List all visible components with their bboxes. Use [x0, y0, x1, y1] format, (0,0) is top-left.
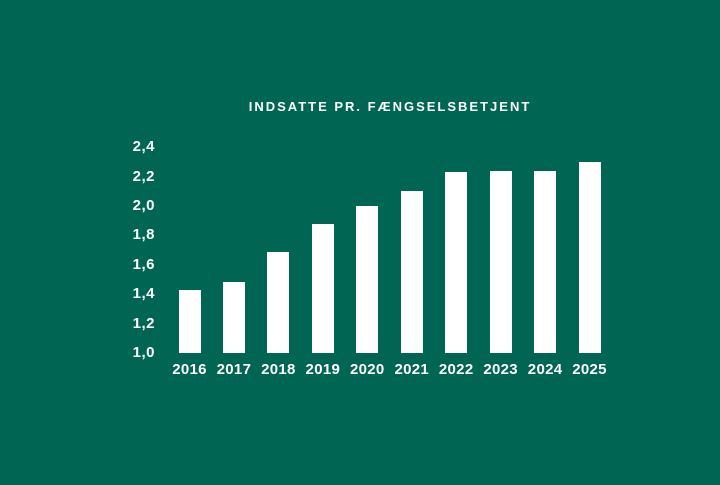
- x-tick-label-2016: 2016: [172, 361, 207, 378]
- x-tick-label-2018: 2018: [261, 361, 296, 378]
- x-tick-label-2020: 2020: [350, 361, 385, 378]
- bar-2021: [400, 191, 423, 353]
- y-tick-label: 2,0: [132, 197, 155, 214]
- bar-2020: [356, 206, 379, 353]
- bar-2024: [534, 170, 557, 353]
- bar-2022: [445, 172, 468, 353]
- bar-2025: [578, 161, 601, 353]
- x-tick-label-2021: 2021: [394, 361, 430, 378]
- bar-2023: [489, 170, 512, 353]
- x-tick-label-2019: 2019: [305, 361, 341, 378]
- y-tick-label: 2,4: [132, 138, 155, 156]
- x-tick-label-2017: 2017: [216, 361, 252, 378]
- bar-2019: [311, 223, 334, 353]
- x-tick-label-2023: 2023: [483, 361, 518, 378]
- x-tick-label-2024: 2024: [527, 361, 563, 378]
- y-tick-label: 1,4: [132, 285, 155, 303]
- bar-2017: [222, 282, 245, 353]
- y-tick-label: 1,8: [132, 226, 155, 244]
- bar-2016: [178, 289, 201, 353]
- y-tick-label: 1,0: [132, 344, 155, 361]
- y-tick-label: 1,6: [132, 255, 155, 273]
- bar-2018: [267, 251, 290, 353]
- x-tick-label-2022: 2022: [438, 361, 474, 378]
- y-tick-label: 2,2: [132, 167, 155, 185]
- chart-title: INDSATTE PR. FÆNGSELSBETJENT: [248, 99, 532, 114]
- y-tick-label: 1,2: [132, 314, 155, 332]
- x-tick-label-2025: 2025: [572, 361, 607, 378]
